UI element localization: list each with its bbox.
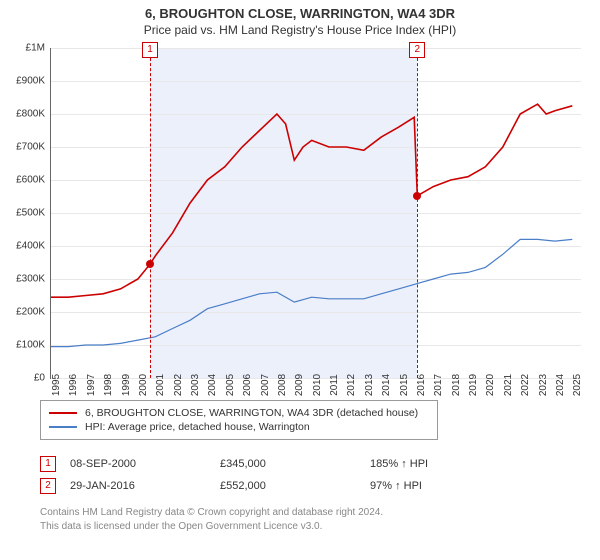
sale-date: 29-JAN-2016	[70, 480, 220, 492]
x-tick-label: 2006	[242, 374, 253, 396]
legend-item-hpi: HPI: Average price, detached house, Warr…	[49, 421, 429, 433]
sale-date: 08-SEP-2000	[70, 458, 220, 470]
sale-dot	[413, 192, 421, 200]
y-tick-label: £600K	[16, 175, 45, 186]
x-tick-label: 1998	[103, 374, 114, 396]
chart-container: 6, BROUGHTON CLOSE, WARRINGTON, WA4 3DR …	[0, 0, 600, 560]
y-tick-label: £900K	[16, 76, 45, 87]
x-tick-label: 2008	[277, 374, 288, 396]
x-tick-label: 2010	[312, 374, 323, 396]
x-tick-label: 2001	[155, 374, 166, 396]
x-tick-label: 2011	[329, 374, 340, 396]
series-line-property	[51, 104, 572, 297]
sale-annotation-2: 2 29-JAN-2016 £552,000 97% ↑ HPI	[40, 478, 470, 494]
x-tick-label: 2013	[364, 374, 375, 396]
legend-swatch	[49, 412, 77, 414]
sale-number-box: 2	[40, 478, 56, 494]
y-tick-label: £500K	[16, 208, 45, 219]
footer-attribution: Contains HM Land Registry data © Crown c…	[40, 506, 383, 534]
x-tick-label: 1999	[121, 374, 132, 396]
legend-item-property: 6, BROUGHTON CLOSE, WARRINGTON, WA4 3DR …	[49, 407, 429, 419]
title-block: 6, BROUGHTON CLOSE, WARRINGTON, WA4 3DR …	[0, 0, 600, 37]
x-tick-label: 2019	[468, 374, 479, 396]
plot-region: 12 1995199619971998199920002001200220032…	[50, 48, 581, 379]
title-line2: Price paid vs. HM Land Registry's House …	[0, 23, 600, 37]
sale-annotation-rows: 1 08-SEP-2000 £345,000 185% ↑ HPI 2 29-J…	[40, 450, 470, 500]
sale-number-box-chart: 2	[409, 42, 425, 58]
x-tick-label: 2005	[225, 374, 236, 396]
y-tick-label: £400K	[16, 241, 45, 252]
sale-vline	[417, 48, 418, 378]
chart-area: 12 1995199619971998199920002001200220032…	[50, 48, 580, 378]
sale-vs-hpi: 185% ↑ HPI	[370, 458, 470, 470]
legend: 6, BROUGHTON CLOSE, WARRINGTON, WA4 3DR …	[40, 400, 438, 440]
sale-price: £345,000	[220, 458, 370, 470]
x-tick-label: 2012	[346, 374, 357, 396]
x-tick-label: 1995	[51, 374, 62, 396]
x-tick-label: 2025	[572, 374, 583, 396]
y-tick-label: £100K	[16, 340, 45, 351]
x-tick-label: 2020	[485, 374, 496, 396]
x-tick-label: 2023	[538, 374, 549, 396]
y-tick-label: £800K	[16, 109, 45, 120]
y-tick-label: £300K	[16, 274, 45, 285]
x-tick-label: 2018	[451, 374, 462, 396]
x-tick-label: 1996	[68, 374, 79, 396]
sale-number-box-chart: 1	[142, 42, 158, 58]
title-line1: 6, BROUGHTON CLOSE, WARRINGTON, WA4 3DR	[0, 6, 600, 21]
x-tick-label: 2009	[294, 374, 305, 396]
x-tick-label: 2015	[399, 374, 410, 396]
x-tick-label: 2017	[433, 374, 444, 396]
line-series-svg	[51, 48, 581, 378]
x-tick-label: 2003	[190, 374, 201, 396]
sale-number-box: 1	[40, 456, 56, 472]
x-tick-label: 2004	[207, 374, 218, 396]
x-tick-label: 1997	[86, 374, 97, 396]
x-tick-label: 2021	[503, 374, 514, 396]
y-tick-label: £1M	[26, 43, 45, 54]
y-tick-label: £0	[34, 373, 45, 384]
sale-vline	[150, 48, 151, 378]
y-tick-label: £200K	[16, 307, 45, 318]
sale-price: £552,000	[220, 480, 370, 492]
x-tick-label: 2007	[260, 374, 271, 396]
x-tick-label: 2024	[555, 374, 566, 396]
footer-line1: Contains HM Land Registry data © Crown c…	[40, 506, 383, 520]
sale-vs-hpi: 97% ↑ HPI	[370, 480, 470, 492]
legend-swatch	[49, 426, 77, 428]
sale-annotation-1: 1 08-SEP-2000 £345,000 185% ↑ HPI	[40, 456, 470, 472]
x-tick-label: 2014	[381, 374, 392, 396]
x-tick-label: 2002	[173, 374, 184, 396]
sale-dot	[146, 260, 154, 268]
x-tick-label: 2016	[416, 374, 427, 396]
legend-label: HPI: Average price, detached house, Warr…	[85, 421, 310, 433]
series-line-hpi	[51, 239, 572, 346]
legend-label: 6, BROUGHTON CLOSE, WARRINGTON, WA4 3DR …	[85, 407, 418, 419]
x-tick-label: 2022	[520, 374, 531, 396]
footer-line2: This data is licensed under the Open Gov…	[40, 520, 383, 534]
y-tick-label: £700K	[16, 142, 45, 153]
x-tick-label: 2000	[138, 374, 149, 396]
